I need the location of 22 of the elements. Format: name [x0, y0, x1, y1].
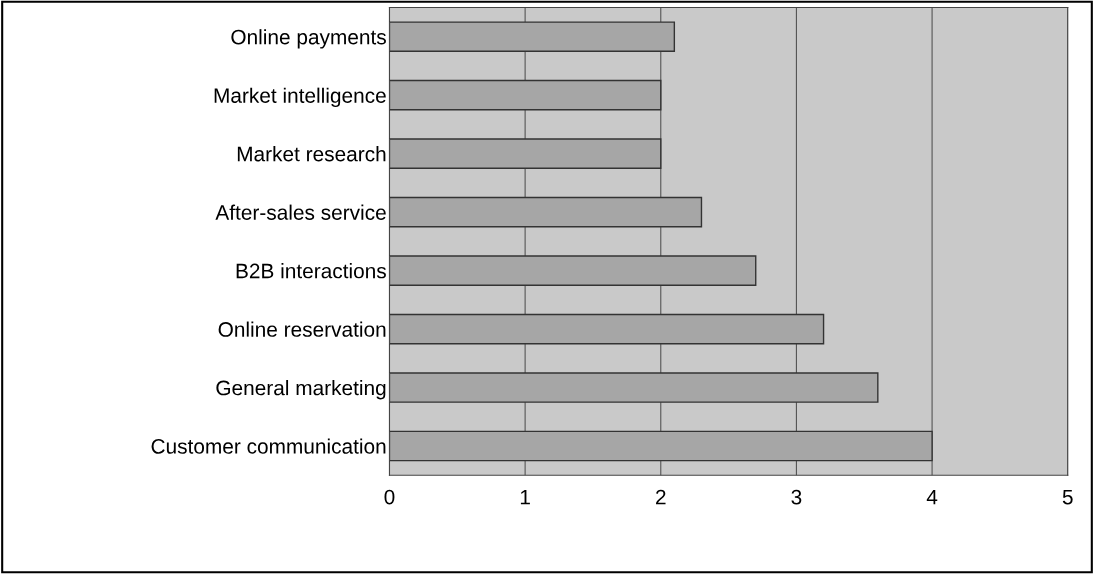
bar [389, 196, 703, 228]
bar [389, 313, 825, 345]
x-tick-label: 2 [656, 489, 666, 505]
y-tick-label: Online payments [231, 29, 386, 49]
bar [389, 138, 662, 169]
y-tick-label: General marketing [216, 380, 386, 400]
x-tick-label: 5 [1062, 489, 1073, 505]
y-tick-label: Market research [237, 146, 386, 162]
bar [389, 21, 676, 53]
y-tick-label: Online reservation [218, 321, 386, 337]
bar [389, 255, 757, 286]
bar [389, 79, 662, 111]
bar [389, 372, 879, 403]
y-tick-label: After-sales service [215, 204, 386, 220]
x-tick-label: 4 [926, 489, 938, 505]
x-tick-label: 0 [384, 489, 395, 505]
x-tick-label: 1 [520, 489, 530, 505]
y-tick-label: Market intelligence [214, 87, 386, 108]
y-tick-label: B2B interactions [236, 263, 386, 279]
y-tick-label: Customer communication [151, 438, 386, 454]
bar [389, 430, 933, 462]
x-tick-label: 3 [791, 489, 802, 505]
